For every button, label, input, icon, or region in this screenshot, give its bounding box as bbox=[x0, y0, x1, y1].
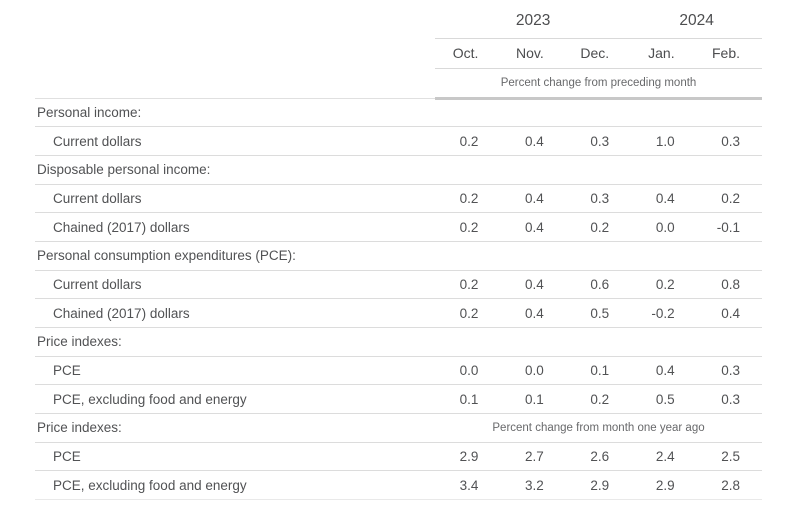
value-cell: 0.4 bbox=[500, 184, 566, 214]
table-row: Current dollars 0.2 0.4 0.6 0.2 0.8 bbox=[35, 270, 762, 300]
value-cell: 0.4 bbox=[500, 212, 566, 242]
row-label: PCE bbox=[35, 442, 435, 472]
value-cell: 3.4 bbox=[435, 470, 501, 501]
row-label: PCE bbox=[35, 356, 435, 386]
month-header-feb: Feb. bbox=[696, 38, 762, 69]
value-cell: 0.3 bbox=[696, 356, 762, 386]
month-header-dec: Dec. bbox=[565, 38, 632, 69]
value-cell: -0.2 bbox=[631, 298, 697, 328]
value-cell: 0.1 bbox=[565, 356, 632, 386]
value-cell: 1.0 bbox=[631, 126, 697, 156]
table-row: PCE, excluding food and energy 3.4 3.2 2… bbox=[35, 470, 762, 501]
section-label: Personal consumption expenditures (PCE): bbox=[35, 241, 762, 271]
table-row-section: Price indexes: bbox=[35, 327, 762, 357]
table-row: Chained (2017) dollars 0.2 0.4 0.5 -0.2 … bbox=[35, 298, 762, 328]
value-cell: 0.2 bbox=[435, 212, 501, 242]
value-cell: 0.3 bbox=[696, 384, 762, 415]
value-cell: 0.6 bbox=[565, 270, 632, 300]
value-cell: 0.3 bbox=[565, 126, 632, 156]
value-cell: 2.9 bbox=[565, 470, 632, 501]
value-cell: 0.2 bbox=[631, 270, 697, 300]
unit-note-preceding-month: Percent change from preceding month bbox=[435, 68, 762, 100]
value-cell: 2.4 bbox=[631, 442, 697, 472]
table-row-section: Personal income: bbox=[35, 98, 762, 128]
unit-note-year-ago: Percent change from month one year ago bbox=[435, 413, 762, 443]
value-cell: 0.4 bbox=[631, 184, 697, 214]
value-cell: 0.2 bbox=[565, 212, 632, 242]
table-row: PCE 0.0 0.0 0.1 0.4 0.3 bbox=[35, 356, 762, 386]
empty-corner-cell bbox=[35, 68, 435, 99]
value-cell: 0.8 bbox=[696, 270, 762, 300]
value-cell: 2.7 bbox=[500, 442, 566, 472]
value-cell: 2.9 bbox=[631, 470, 697, 501]
value-cell: 0.1 bbox=[435, 384, 501, 415]
row-label: Current dollars bbox=[35, 184, 435, 214]
section-label: Price indexes: bbox=[35, 413, 435, 443]
row-label: PCE, excluding food and energy bbox=[35, 384, 435, 415]
year-header-2023: 2023 bbox=[435, 4, 632, 39]
table-row: Current dollars 0.2 0.4 0.3 1.0 0.3 bbox=[35, 126, 762, 156]
value-cell: 0.0 bbox=[631, 212, 697, 242]
month-header-row: Oct. Nov. Dec. Jan. Feb. bbox=[35, 38, 762, 69]
table-row: Current dollars 0.2 0.4 0.3 0.4 0.2 bbox=[35, 184, 762, 214]
value-cell: 0.3 bbox=[696, 126, 762, 156]
value-cell: 0.5 bbox=[565, 298, 632, 328]
row-label: Chained (2017) dollars bbox=[35, 298, 435, 328]
value-cell: 0.0 bbox=[435, 356, 501, 386]
section-label: Personal income: bbox=[35, 98, 762, 128]
value-cell: 0.2 bbox=[435, 126, 501, 156]
value-cell: 0.2 bbox=[435, 298, 501, 328]
value-cell: 0.3 bbox=[565, 184, 632, 214]
value-cell: -0.1 bbox=[696, 212, 762, 242]
value-cell: 0.4 bbox=[631, 356, 697, 386]
value-cell: 0.2 bbox=[435, 270, 501, 300]
value-cell: 2.9 bbox=[435, 442, 501, 472]
value-cell: 2.8 bbox=[696, 470, 762, 501]
row-label: Chained (2017) dollars bbox=[35, 212, 435, 242]
value-cell: 0.4 bbox=[500, 270, 566, 300]
row-label: PCE, excluding food and energy bbox=[35, 470, 435, 501]
section-label: Price indexes: bbox=[35, 327, 762, 357]
value-cell: 0.0 bbox=[500, 356, 566, 386]
month-header-jan: Jan. bbox=[631, 38, 697, 69]
table-row-section: Personal consumption expenditures (PCE): bbox=[35, 241, 762, 271]
pce-data-table: 2023 2024 Oct. Nov. Dec. Jan. Feb. Perce… bbox=[35, 4, 762, 501]
value-cell: 0.2 bbox=[565, 384, 632, 415]
value-cell: 0.4 bbox=[500, 126, 566, 156]
section-label: Disposable personal income: bbox=[35, 155, 762, 185]
table-row: PCE 2.9 2.7 2.6 2.4 2.5 bbox=[35, 442, 762, 472]
year-header-2024: 2024 bbox=[631, 4, 762, 39]
month-header-oct: Oct. bbox=[435, 38, 501, 69]
table-row-section: Disposable personal income: bbox=[35, 155, 762, 185]
value-cell: 0.5 bbox=[631, 384, 697, 415]
value-cell: 0.1 bbox=[500, 384, 566, 415]
month-header-nov: Nov. bbox=[500, 38, 566, 69]
empty-corner-cell bbox=[35, 38, 435, 68]
value-cell: 2.5 bbox=[696, 442, 762, 472]
value-cell: 0.4 bbox=[696, 298, 762, 328]
table-row-section: Price indexes: Percent change from month… bbox=[35, 413, 762, 443]
year-header-row: 2023 2024 bbox=[35, 4, 762, 39]
empty-corner-cell bbox=[35, 4, 435, 38]
row-label: Current dollars bbox=[35, 270, 435, 300]
value-cell: 0.2 bbox=[696, 184, 762, 214]
value-cell: 3.2 bbox=[500, 470, 566, 501]
row-label: Current dollars bbox=[35, 126, 435, 156]
value-cell: 0.2 bbox=[435, 184, 501, 214]
table-row: Chained (2017) dollars 0.2 0.4 0.2 0.0 -… bbox=[35, 212, 762, 242]
unit-note-row: Percent change from preceding month bbox=[35, 68, 762, 100]
value-cell: 2.6 bbox=[565, 442, 632, 472]
table-row: PCE, excluding food and energy 0.1 0.1 0… bbox=[35, 384, 762, 415]
value-cell: 0.4 bbox=[500, 298, 566, 328]
